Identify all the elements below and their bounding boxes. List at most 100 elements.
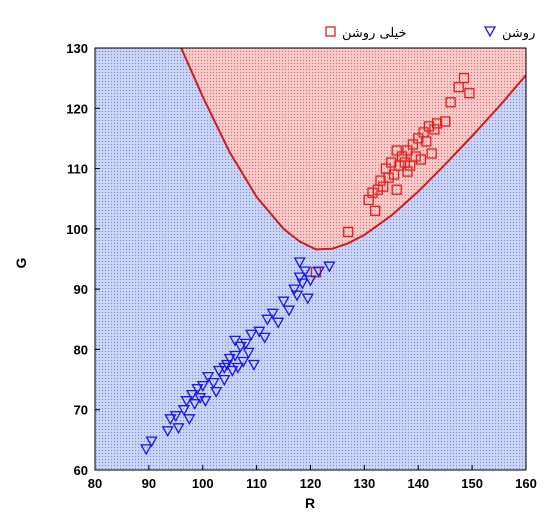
data-point-series-1-33 [266,308,279,320]
data-point-series-0-24 [423,121,435,132]
data-point-series-1-13 [196,380,209,392]
legend-label-very-bright: خیلی روشن [342,26,407,41]
data-point-series-1-9 [185,389,199,401]
data-point-series-1-43 [304,275,317,287]
data-point-series-1-20 [223,353,236,365]
data-point-series-1-25 [237,356,250,368]
data-point-series-1-27 [242,347,255,359]
x-axis: 80 90 100 110 120 130 140 150 160 [88,465,537,491]
data-point-series-1-14 [199,396,212,408]
data-point-series-1-18 [218,374,231,386]
data-point-series-1-36 [282,305,296,317]
data-point-series-1-35 [277,296,290,308]
data-point-series-1-37 [288,284,301,296]
data-point-series-1-39 [293,272,306,284]
y-axis-label: G [13,257,29,268]
data-point-series-0-25 [426,148,437,159]
x-tick-label-100: 100 [192,476,214,491]
data-point-series-0-4 [370,205,381,216]
data-point-series-0-1 [343,226,354,238]
data-point-series-0-29 [445,97,456,108]
data-point-series-1-5 [172,423,185,435]
data-point-series-1-41 [298,266,312,278]
data-point-series-1-3 [164,414,177,426]
data-point-series-1-45 [312,266,325,278]
x-tick-label-150: 150 [461,476,483,491]
data-point-series-0-28 [440,116,451,127]
data-point-series-1-49 [218,362,231,374]
y-tick-label-110: 110 [67,162,88,177]
decision-boundary-curve [180,48,526,251]
data-point-series-0-27 [431,118,443,129]
legend-label-bright: روشن [502,26,535,41]
data-point-series-1-30 [253,326,266,338]
data-point-series-1-47 [228,335,242,347]
data-point-series-1-22 [228,350,242,362]
data-point-series-1-38 [290,290,304,302]
y-tick-label-100: 100 [66,222,88,237]
data-point-series-1-44 [293,257,306,269]
legend-triangle-marker-icon [483,26,497,38]
data-point-series-1-10 [188,399,201,411]
legend-square-marker-icon [325,26,336,37]
data-point-series-0-2 [363,194,374,206]
data-point-series-1-7 [180,396,193,408]
data-point-series-1-34 [272,317,285,329]
data-point-series-0-3 [367,187,378,198]
data-point-series-1-6 [177,405,191,417]
x-tick-label-80: 80 [88,476,102,491]
legend: خیلی روشن روشن [296,18,554,46]
y-axis: 60 70 80 90 100 110 120 130 [66,41,100,478]
data-point-series-1-19 [220,359,234,371]
data-point-series-1-16 [207,377,220,389]
x-tick-label-130: 130 [354,476,376,491]
data-point-series-0-33 [402,166,413,177]
data-point-series-1-4 [169,411,182,423]
data-point-series-1-21 [226,365,239,377]
x-tick-label-110: 110 [246,476,267,491]
data-point-series-0-23 [421,136,432,147]
data-point-series-0-12 [391,184,402,195]
x-tick-label-90: 90 [142,476,156,491]
data-point-series-1-42 [301,293,314,305]
data-point-series-0-11 [388,169,400,180]
data-point-series-1-17 [212,365,226,377]
data-point-series-0-18 [407,139,419,150]
data-point-series-1-2 [161,426,174,438]
data-point-series-1-11 [191,383,204,395]
y-tick-label-80: 80 [74,342,88,357]
data-point-series-1-28 [245,329,258,341]
x-axis-label: R [305,495,315,511]
data-point-series-1-0 [140,444,153,456]
data-point-series-1-48 [210,386,223,398]
data-point-series-1-23 [231,362,244,374]
data-point-series-0-30 [453,82,464,93]
data-point-series-0-7 [378,181,389,192]
data-point-series-1-32 [261,314,274,326]
x-tick-label-120: 120 [300,476,322,491]
data-point-series-1-1 [145,436,158,448]
data-point-series-1-24 [234,341,247,353]
data-point-series-0-31 [458,72,470,84]
data-point-series-0-21 [415,154,427,165]
data-point-series-0-16 [402,145,413,156]
y-tick-label-60: 60 [74,463,88,478]
data-point-series-0-14 [396,151,408,162]
data-point-series-0-6 [375,175,386,186]
upper-class-region [181,48,526,250]
data-point-series-1-15 [201,371,215,383]
y-tick-label-70: 70 [74,403,88,418]
data-point-series-1-31 [258,332,271,344]
data-point-series-1-8 [183,414,196,426]
data-point-series-0-17 [405,160,416,171]
data-point-series-1-46 [323,261,336,273]
x-tick-label-140: 140 [407,476,429,491]
data-point-series-1-40 [296,278,309,290]
data-point-series-0-26 [429,124,440,135]
data-point-series-0-32 [464,88,475,99]
data-point-series-1-29 [247,359,261,371]
x-tick-label-160: 160 [515,476,537,491]
data-point-series-0-20 [413,133,424,144]
